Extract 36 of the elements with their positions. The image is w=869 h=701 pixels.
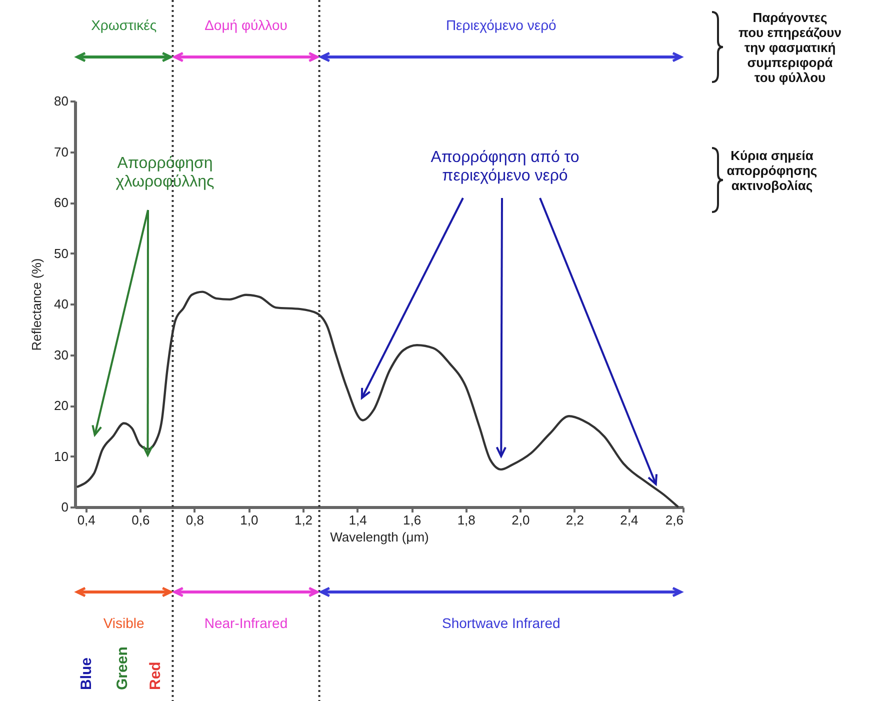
y-tick-label: 50 bbox=[54, 246, 68, 261]
y-axis-title: Reflectance (%) bbox=[29, 258, 44, 351]
x-tick-label: 1,0 bbox=[240, 512, 258, 528]
text: Χρωστικές bbox=[91, 17, 157, 33]
x-tick-label: 0,4 bbox=[77, 512, 96, 528]
y-tick-label: 70 bbox=[54, 144, 68, 160]
text: Δομή φύλλου bbox=[204, 17, 288, 33]
text: Red bbox=[147, 662, 164, 690]
text: Blue bbox=[78, 657, 95, 690]
x-tick-label: 0,6 bbox=[132, 512, 150, 528]
x-tick-label: 1,4 bbox=[348, 512, 367, 528]
x-axis-title: Wavelength (μm) bbox=[330, 530, 429, 544]
y-tick-label: 60 bbox=[54, 195, 68, 210]
x-tick-label: 2,4 bbox=[620, 512, 638, 528]
text: Visible bbox=[103, 615, 145, 631]
x-tick-label: 2,0 bbox=[512, 512, 530, 528]
y-tick-label: 80 bbox=[54, 94, 68, 108]
text: Shortwave Infrared bbox=[442, 615, 560, 631]
annotation: Απορρόφηση από το περιεχόμενο νερό bbox=[430, 149, 580, 184]
text: Περιεχόμενο νερό bbox=[446, 17, 557, 33]
x-tick-label: 1,8 bbox=[457, 512, 476, 528]
x-tick-label: 0,8 bbox=[186, 512, 204, 528]
annotation: Απορρόφηση χλωροφύλλης bbox=[116, 155, 214, 190]
y-tick-label: 10 bbox=[54, 448, 68, 464]
text: Κύρια σημεία απορρόφησης ακτινοβολίας bbox=[726, 148, 818, 193]
x-tick-label: 1,2 bbox=[294, 512, 313, 528]
x-tick-label: 2,6 bbox=[665, 512, 684, 528]
text: Green bbox=[114, 646, 131, 690]
y-tick-label: 0 bbox=[61, 500, 68, 514]
x-tick-label: 1,6 bbox=[403, 512, 422, 528]
text: Near-Infrared bbox=[204, 615, 288, 631]
x-tick-label: 2,2 bbox=[566, 512, 584, 528]
y-tick-label: 30 bbox=[54, 347, 68, 362]
y-tick-label: 40 bbox=[54, 296, 68, 312]
text: Παράγοντες που επηρεάζουν την φασματική συμπεριφορά του φύλλου bbox=[738, 10, 842, 85]
y-tick-label: 20 bbox=[54, 398, 68, 413]
